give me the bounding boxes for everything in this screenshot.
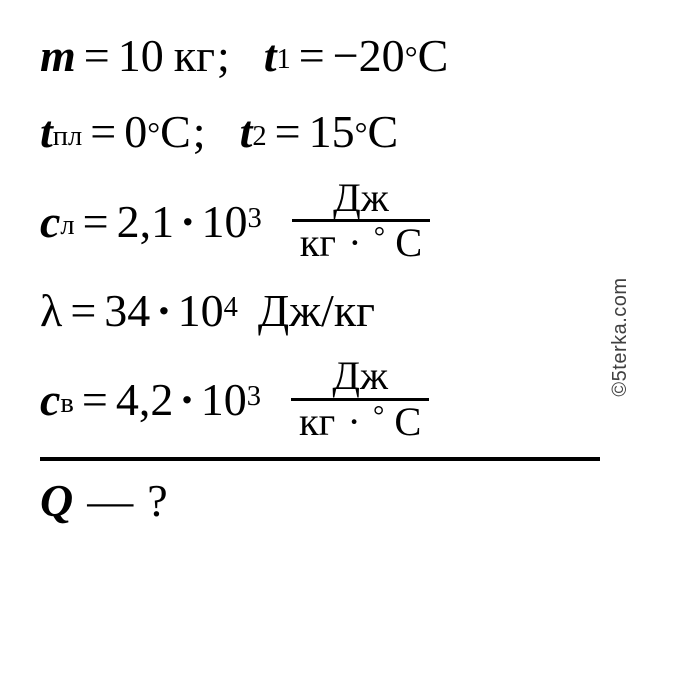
line-1: m = 10 кг ; t 1 = −20 ° C xyxy=(40,24,664,88)
lambda-variable: λ xyxy=(40,279,62,343)
frac-den: кг · ° C xyxy=(291,398,429,446)
frac-num: Дж xyxy=(324,355,396,398)
Q-variable: Q xyxy=(40,469,73,533)
tpl-value: 0 xyxy=(124,100,147,164)
t1-value: −20 xyxy=(333,24,405,88)
c-ice-variable: c xyxy=(40,190,60,254)
degree: ° xyxy=(147,111,160,156)
tpl-variable: t xyxy=(40,100,53,164)
den-c: C xyxy=(395,220,422,265)
c-ice-coeff: 2,1 xyxy=(117,190,175,254)
exponent: 4 xyxy=(224,288,238,328)
base-10: 10 xyxy=(201,190,247,254)
den-deg: ° xyxy=(373,401,384,432)
c-water-subscript: в xyxy=(60,384,73,424)
frac-den: кг · ° C xyxy=(292,219,430,267)
lambda-coeff: 34 xyxy=(104,279,150,343)
line-4: λ = 34 · 10 4 Дж/кг xyxy=(40,279,664,343)
den-kg: кг xyxy=(299,399,335,444)
unit-fraction: Дж кг · ° C xyxy=(291,355,429,445)
exponent: 3 xyxy=(247,377,261,417)
degree: ° xyxy=(405,35,418,80)
exponent: 3 xyxy=(247,199,261,239)
equals: = xyxy=(275,100,301,164)
multiply-dot: · xyxy=(180,190,195,254)
degree-unit: C xyxy=(418,24,449,88)
c-water-variable: c xyxy=(40,368,60,432)
c-ice-subscript: л xyxy=(60,206,74,246)
line-2: t пл = 0 ° C ; t 2 = 15 ° C xyxy=(40,100,664,164)
equals: = xyxy=(82,368,108,432)
t1-subscript: 1 xyxy=(277,40,291,80)
tpl-subscript: пл xyxy=(53,117,83,157)
degree-unit: C xyxy=(160,100,191,164)
unit-fraction: Дж кг · ° C xyxy=(292,177,430,267)
t2-value: 15 xyxy=(309,100,355,164)
multiply-dot: · xyxy=(179,368,194,432)
den-dot: · xyxy=(347,399,360,444)
equals: = xyxy=(70,279,96,343)
t2-variable: t xyxy=(240,100,253,164)
watermark-text: ©5terka.com xyxy=(609,277,632,396)
physics-given-block: m = 10 кг ; t 1 = −20 ° C t пл = 0 ° C ;… xyxy=(0,0,684,554)
multiply-dot: · xyxy=(156,279,171,343)
base-10: 10 xyxy=(178,279,224,343)
m-unit: кг xyxy=(174,24,215,88)
m-variable: m xyxy=(40,24,76,88)
m-value: 10 xyxy=(118,24,164,88)
degree: ° xyxy=(355,111,368,156)
separator: ; xyxy=(193,100,206,164)
t1-variable: t xyxy=(264,24,277,88)
t2-subscript: 2 xyxy=(252,117,266,157)
c-water-coeff: 4,2 xyxy=(116,368,174,432)
lambda-unit: Дж/кг xyxy=(258,279,375,343)
divider-rule xyxy=(40,457,600,461)
den-deg: ° xyxy=(374,222,385,253)
equals: = xyxy=(90,100,116,164)
question-mark: ? xyxy=(147,469,167,533)
equals: = xyxy=(84,24,110,88)
line-3: c л = 2,1 · 10 3 Дж кг · ° C xyxy=(40,177,664,267)
den-c: C xyxy=(394,399,421,444)
equals: = xyxy=(299,24,325,88)
question-line: Q — ? xyxy=(40,469,664,533)
frac-num: Дж xyxy=(325,177,397,220)
base-10: 10 xyxy=(201,368,247,432)
den-dot: · xyxy=(348,220,361,265)
degree-unit: C xyxy=(367,100,398,164)
den-kg: кг xyxy=(300,220,336,265)
line-5: c в = 4,2 · 10 3 Дж кг · ° C xyxy=(40,355,664,445)
equals: = xyxy=(83,190,109,254)
dash: — xyxy=(87,469,133,533)
separator: ; xyxy=(217,24,230,88)
